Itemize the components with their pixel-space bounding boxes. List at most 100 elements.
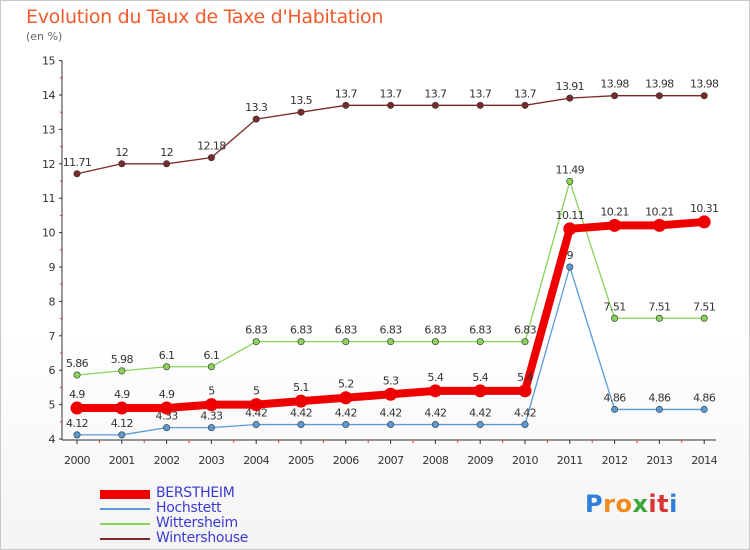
data-label: 5.86 bbox=[66, 357, 89, 370]
x-tick-label: 2009 bbox=[467, 454, 493, 467]
data-label: 4.33 bbox=[156, 410, 179, 423]
data-point bbox=[384, 387, 398, 401]
x-tick-label: 2005 bbox=[288, 454, 314, 467]
line-chart: 4 5 6 7 8 9 10 11 12 13 14 15 2000 2001 2002 2003 2004 20… bbox=[42, 55, 720, 467]
x-tick-label: 2000 bbox=[64, 454, 90, 467]
x-tick-label: 2003 bbox=[198, 454, 224, 467]
logo-letter: o bbox=[615, 490, 633, 518]
legend-item: Wintershouse bbox=[100, 530, 300, 546]
legend-label: Wittersheim bbox=[156, 515, 238, 531]
data-label: 5 bbox=[253, 385, 260, 398]
data-point bbox=[207, 154, 215, 162]
data-label: 5.4 bbox=[517, 371, 533, 384]
proxiti-logo: Proxiti bbox=[585, 490, 678, 518]
data-label: 10.11 bbox=[556, 209, 585, 222]
data-label: 6.1 bbox=[204, 349, 220, 362]
y-tick-label: 4 bbox=[49, 433, 56, 446]
data-point bbox=[476, 338, 484, 346]
legend-label: BERSTHEIM bbox=[156, 485, 235, 501]
x-tick-label: 2013 bbox=[646, 454, 672, 467]
legend-swatch bbox=[100, 523, 150, 525]
data-label: 6.1 bbox=[159, 349, 175, 362]
data-label: 4.86 bbox=[693, 391, 716, 404]
data-label: 4.42 bbox=[245, 407, 267, 420]
data-point bbox=[700, 405, 708, 413]
logo-letter: i bbox=[669, 490, 678, 518]
data-label: 13.7 bbox=[424, 87, 447, 100]
logo-letter: i bbox=[648, 490, 658, 518]
data-point bbox=[70, 401, 84, 415]
data-point bbox=[339, 391, 353, 405]
data-point bbox=[297, 108, 305, 116]
data-point bbox=[252, 338, 260, 346]
data-label: 12.18 bbox=[197, 140, 226, 153]
data-label: 10.21 bbox=[645, 205, 674, 218]
y-tick-label: 8 bbox=[49, 295, 56, 308]
logo-letter: x bbox=[632, 490, 649, 518]
data-point bbox=[160, 401, 174, 415]
data-label: 4.42 bbox=[290, 407, 312, 420]
data-label: 6.83 bbox=[424, 324, 447, 337]
data-point bbox=[697, 215, 711, 229]
data-label: 4.42 bbox=[514, 407, 536, 420]
data-label: 7.51 bbox=[648, 300, 670, 313]
data-label: 4.9 bbox=[114, 388, 130, 401]
data-label: 6.83 bbox=[335, 324, 358, 337]
data-point bbox=[566, 94, 574, 102]
x-tick-label: 2006 bbox=[333, 454, 359, 467]
data-label: 13.98 bbox=[690, 78, 719, 91]
data-point bbox=[521, 338, 529, 346]
data-label: 12 bbox=[115, 146, 128, 159]
data-point bbox=[655, 314, 663, 322]
data-point bbox=[387, 101, 395, 109]
data-point bbox=[476, 421, 484, 429]
x-tick-label: 2002 bbox=[154, 454, 180, 467]
data-point bbox=[118, 160, 126, 168]
data-point bbox=[342, 101, 350, 109]
data-point bbox=[566, 263, 574, 271]
data-point bbox=[387, 338, 395, 346]
data-point bbox=[473, 384, 487, 398]
data-label: 13.7 bbox=[514, 87, 537, 100]
data-label: 7.51 bbox=[693, 300, 715, 313]
data-label: 4.9 bbox=[159, 388, 175, 401]
data-label: 4.42 bbox=[380, 407, 402, 420]
data-point bbox=[73, 371, 81, 379]
y-tick-label: 15 bbox=[42, 55, 55, 68]
legend-swatch bbox=[100, 538, 150, 540]
data-point bbox=[297, 338, 305, 346]
data-label: 5.4 bbox=[472, 371, 488, 384]
data-point bbox=[428, 384, 442, 398]
data-point bbox=[163, 363, 171, 371]
chart-title: Evolution du Taux de Taxe d'Habitation bbox=[26, 6, 384, 28]
data-label: 5.98 bbox=[111, 353, 134, 366]
data-label: 10.31 bbox=[690, 202, 719, 215]
data-point bbox=[342, 338, 350, 346]
legend-item: BERSTHEIM bbox=[100, 485, 300, 501]
logo-letter: t bbox=[657, 490, 670, 518]
data-label: 13.7 bbox=[469, 87, 492, 100]
data-label: 6.83 bbox=[290, 324, 313, 337]
data-point bbox=[655, 405, 663, 413]
data-point bbox=[608, 218, 622, 232]
data-label: 7.51 bbox=[604, 300, 626, 313]
y-unit-label: (en %) bbox=[26, 30, 63, 43]
data-point bbox=[566, 177, 574, 185]
data-label: 13.98 bbox=[600, 78, 629, 91]
data-label: 11.49 bbox=[556, 163, 585, 176]
legend-label: Hochstett bbox=[156, 500, 222, 516]
data-point bbox=[611, 92, 619, 100]
x-tick-label: 2011 bbox=[557, 454, 583, 467]
y-tick-label: 9 bbox=[49, 261, 56, 274]
x-tick-label: 2001 bbox=[109, 454, 135, 467]
data-label: 4.42 bbox=[335, 407, 357, 420]
data-point bbox=[294, 394, 308, 408]
data-point bbox=[518, 384, 532, 398]
logo-letter: P bbox=[585, 490, 604, 518]
data-point bbox=[118, 431, 126, 439]
data-label: 13.7 bbox=[380, 87, 403, 100]
data-label: 13.7 bbox=[335, 87, 358, 100]
data-point bbox=[700, 314, 708, 322]
data-point bbox=[521, 101, 529, 109]
